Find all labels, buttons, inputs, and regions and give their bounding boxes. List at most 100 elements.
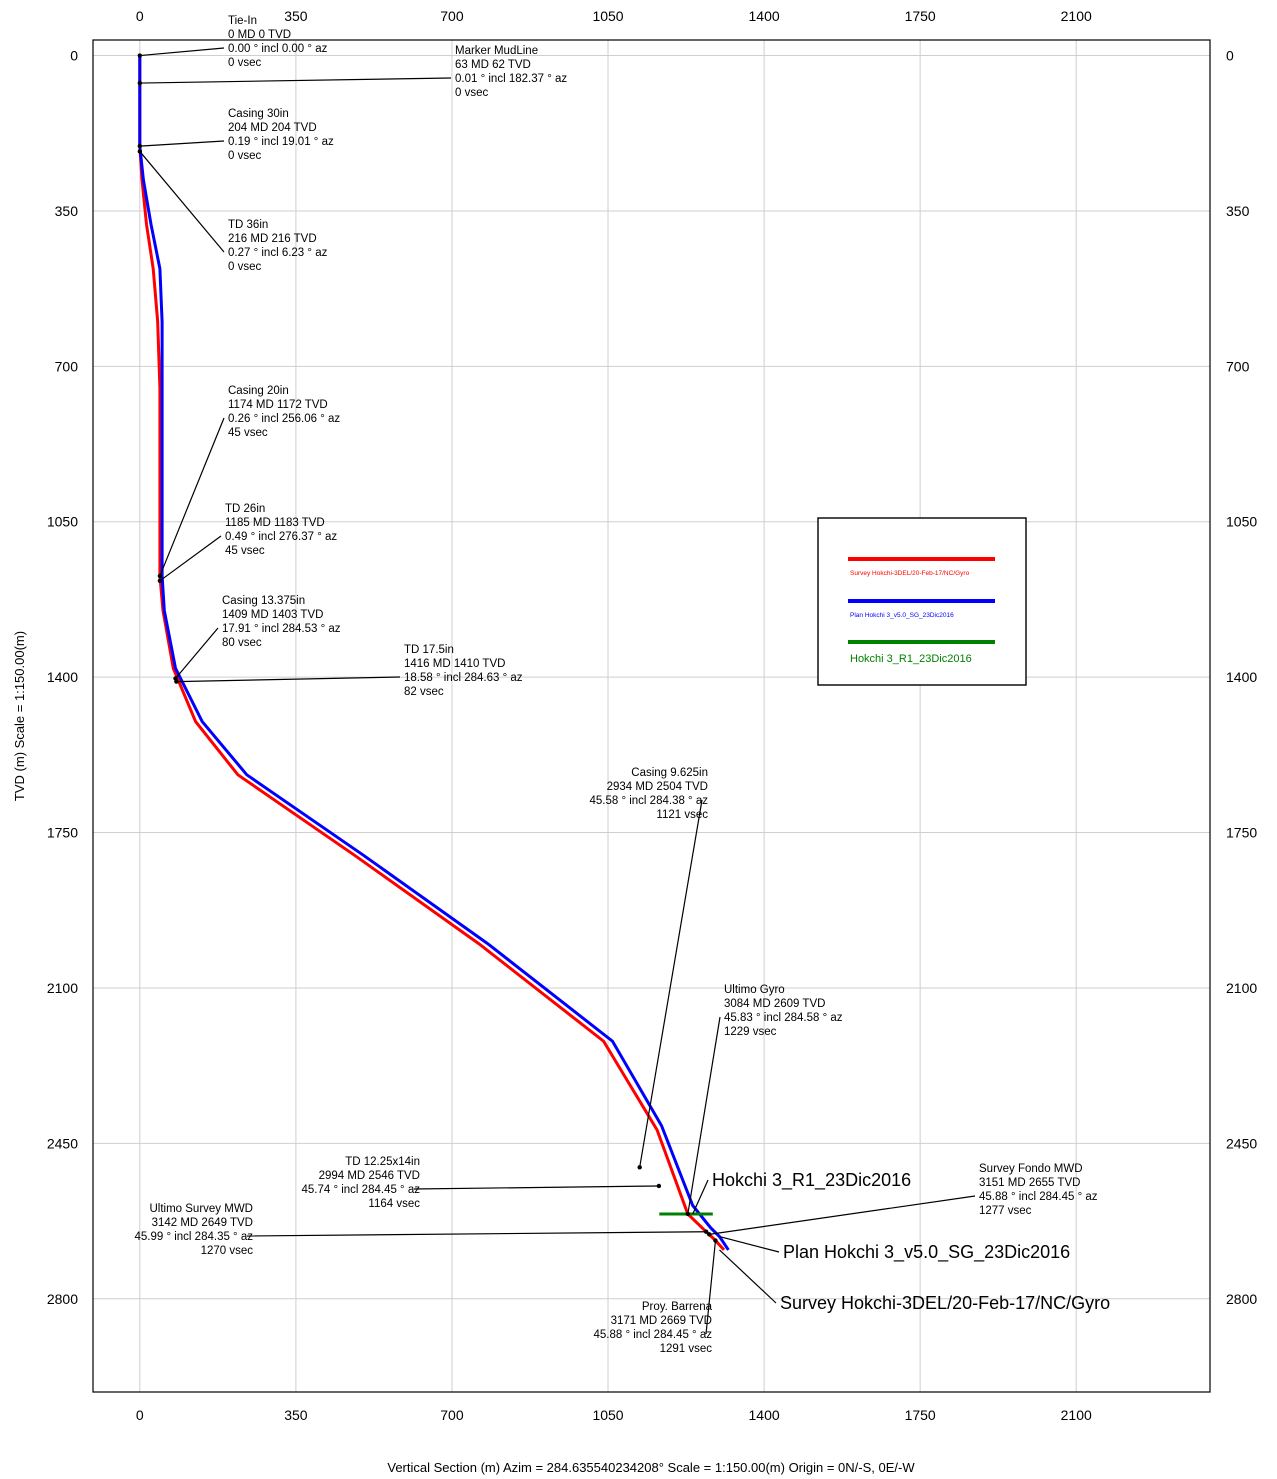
annotation-text: 0 MD 0 TVD — [228, 29, 291, 41]
annotation-marker — [685, 1211, 691, 1217]
y-tick-label-left: 2100 — [47, 980, 78, 996]
annotation-text: 1185 MD 1183 TVD — [225, 517, 325, 529]
annotation-text: 1291 vsec — [660, 1343, 713, 1355]
y-tick-label-right: 350 — [1226, 203, 1250, 219]
annotation-leader — [139, 47, 225, 57]
annotation-text: Tie-In — [228, 15, 257, 27]
annotation-text: 45.74 ° incl 284.45 ° az — [301, 1184, 420, 1196]
y-tick-label-left: 0 — [70, 48, 78, 64]
annotation-text: 0.19 ° incl 19.01 ° az — [228, 136, 334, 148]
annotation-text: TD 26in — [225, 503, 265, 515]
annotation-leader — [139, 140, 225, 147]
annotation-marker — [713, 1238, 718, 1243]
annotation-text: 45.88 ° incl 284.45 ° az — [593, 1329, 712, 1341]
annotation-text: Casing 30in — [228, 108, 289, 120]
annotation-text: 1277 vsec — [979, 1205, 1032, 1217]
plot-area-frame — [92, 39, 1211, 1393]
annotation-text: 3171 MD 2669 TVD — [611, 1315, 712, 1327]
annotation-text: 0 vsec — [455, 87, 488, 99]
annotation-text: Marker MudLine — [455, 45, 538, 57]
annotation-leader — [709, 1195, 976, 1235]
annotation-marker — [157, 578, 163, 583]
x-tick-label-top: 350 — [284, 8, 308, 24]
series-label-leader — [719, 1249, 777, 1304]
series-label-leader — [692, 1179, 709, 1215]
x-tick-label-top: 1050 — [592, 8, 623, 24]
annotation-text: 204 MD 204 TVD — [228, 122, 317, 134]
annotation-text: Ultimo Gyro — [724, 984, 785, 996]
y-tick-label-left: 1400 — [47, 669, 78, 685]
y-tick-label-left: 1750 — [47, 825, 78, 841]
annotation-text: 3142 MD 2649 TVD — [152, 1217, 253, 1229]
annotation-text: 0.00 ° incl 0.00 ° az — [228, 43, 328, 55]
annotation-leader — [139, 77, 452, 84]
annotation-text: 1121 vsec — [656, 809, 708, 821]
x-axis-title: Vertical Section (m) Azim = 284.63554023… — [387, 1460, 915, 1475]
annotation-text: 63 MD 62 TVD — [455, 59, 531, 71]
series-label: Plan Hokchi 3_v5.0_SG_23Dic2016 — [783, 1242, 1070, 1263]
annotation-leader — [175, 627, 219, 679]
annotation-text: 0 vsec — [228, 57, 261, 69]
annotation-marker — [137, 80, 143, 86]
annotation-text: 2994 MD 2546 TVD — [319, 1170, 420, 1182]
annotation-text: 45.58 ° incl 284.38 ° az — [589, 795, 708, 807]
annotation-text: TD 17.5in — [404, 644, 454, 656]
annotation-leader — [639, 799, 703, 1168]
annotation-leader — [705, 1240, 717, 1335]
legend: Survey Hokchi-3DEL/20-Feb-17/NC/Gyro Plan… — [817, 517, 1027, 686]
y-tick-label-right: 1050 — [1226, 514, 1257, 530]
y-tick-label-right: 2450 — [1226, 1135, 1257, 1151]
y-tick-label-right: 2100 — [1226, 980, 1257, 996]
y-axis-title: TVD (m) Scale = 1:150.00(m) — [12, 631, 27, 801]
annotation-text: 0.26 ° incl 256.06 ° az — [228, 413, 340, 425]
y-tick-label-right: 1400 — [1226, 669, 1257, 685]
x-tick-label-bottom: 350 — [284, 1407, 308, 1423]
annotation-text: 0.01 ° incl 182.37 ° az — [455, 73, 567, 85]
y-tick-label-right: 700 — [1226, 358, 1250, 374]
annotation-marker — [157, 573, 163, 579]
annotation-text: Casing 9.625in — [631, 767, 708, 779]
y-tick-label-left: 350 — [55, 203, 79, 219]
survey-line — [138, 55, 726, 1251]
y-tick-label-right: 0 — [1226, 48, 1234, 64]
annotation-text: 1164 vsec — [368, 1198, 420, 1210]
annotation-text: 1416 MD 1410 TVD — [404, 658, 505, 670]
series-label-leader — [719, 1236, 780, 1253]
y-tick-label-left: 700 — [55, 358, 79, 374]
series-label: Survey Hokchi-3DEL/20-Feb-17/NC/Gyro — [780, 1293, 1110, 1313]
annotation-marker — [707, 1232, 712, 1237]
annotation-text: 18.58 ° incl 284.63 ° az — [404, 672, 523, 684]
annotation-leader — [139, 151, 225, 253]
plan-line — [138, 55, 730, 1251]
y-tick-label-right: 1750 — [1226, 825, 1257, 841]
annotation-marker — [137, 149, 143, 154]
annotation-marker — [656, 1183, 662, 1189]
x-tick-label-bottom: 1750 — [905, 1407, 936, 1423]
annotation-text: 45.88 ° incl 284.45 ° az — [979, 1191, 1098, 1203]
legend-label: Survey Hokchi-3DEL/20-Feb-17/NC/Gyro — [850, 570, 970, 577]
annotation-text: 45 vsec — [228, 427, 268, 439]
x-tick-label-bottom: 1050 — [592, 1407, 623, 1423]
annotation-marker — [137, 143, 143, 149]
annotation-leader — [687, 1016, 721, 1215]
annotations: Tie-In 0 MD 0 TVD 0.00 ° incl 0.00 ° az 0 v… — [134, 15, 1110, 1355]
annotation-text: Casing 13.375in — [222, 595, 305, 607]
annotation-text: Proy. Barrena — [642, 1301, 713, 1313]
annotation-text: 0.27 ° incl 6.23 ° az — [228, 247, 328, 259]
annotation-text: 1270 vsec — [201, 1245, 254, 1257]
annotation-text: 82 vsec — [404, 686, 444, 698]
annotation-text: 0 vsec — [228, 150, 261, 162]
y-tick-label-left: 1050 — [47, 514, 78, 530]
legend-label: Hokchi 3_R1_23Dic2016 — [850, 653, 972, 665]
x-tick-label-top: 1400 — [749, 8, 780, 24]
grid — [93, 40, 1210, 1392]
annotation-text: 216 MD 216 TVD — [228, 233, 317, 245]
annotation-text: 3084 MD 2609 TVD — [724, 998, 825, 1010]
annotation-text: 2934 MD 2504 TVD — [607, 781, 708, 793]
annotation-text: 1409 MD 1403 TVD — [222, 609, 323, 621]
annotation-text: Ultimo Survey MWD — [149, 1203, 253, 1215]
annotation-text: 45 vsec — [225, 545, 265, 557]
legend-label: Plan Hokchi 3_v5.0_SG_23Dic2016 — [850, 612, 954, 619]
annotation-text: Survey Fondo MWD — [979, 1163, 1083, 1175]
